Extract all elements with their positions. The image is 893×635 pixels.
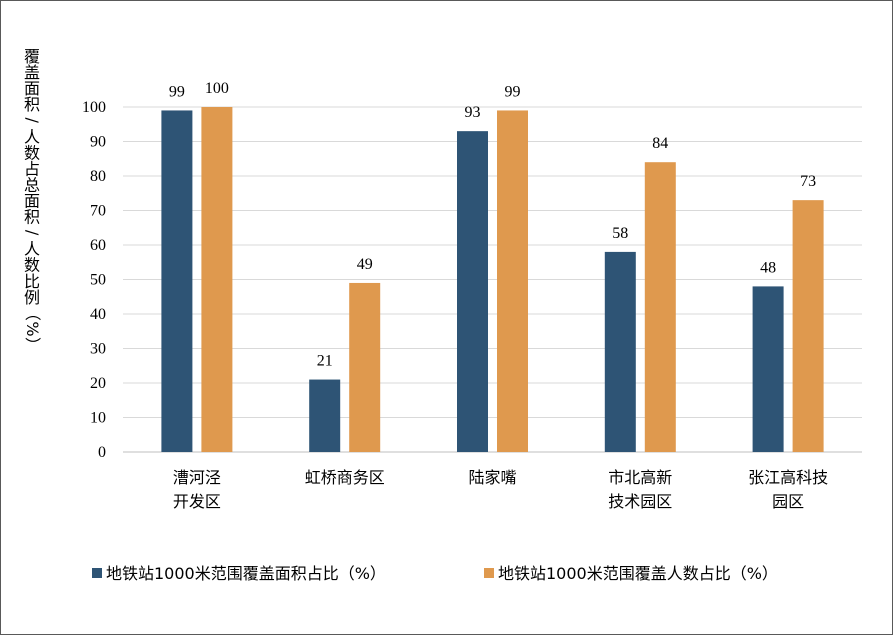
y-tick-label: 80 <box>90 168 106 185</box>
data-label: 93 <box>465 104 481 121</box>
y-tick-label: 90 <box>90 134 106 151</box>
data-label: 48 <box>760 259 776 276</box>
x-category-label: 技术园区 <box>608 492 672 511</box>
bar <box>457 131 488 452</box>
data-label: 58 <box>612 225 628 242</box>
y-tick-label: 0 <box>98 444 106 461</box>
y-tick-label: 70 <box>90 203 106 220</box>
y-tick-label: 20 <box>90 375 106 392</box>
data-label: 99 <box>505 83 521 100</box>
x-category-label: 市北高新 <box>608 468 672 487</box>
y-axis-label-glyph: / <box>23 230 42 236</box>
x-category-label: 漕河泾 <box>173 468 221 487</box>
y-axis-label-glyph: 面 <box>24 79 40 98</box>
data-label: 49 <box>357 256 373 273</box>
y-axis-label-glyph: 积 <box>24 95 40 114</box>
data-label: 84 <box>652 135 668 152</box>
y-axis-label-glyph: 数 <box>24 143 40 162</box>
legend-label: 地铁站1000米范围覆盖人数占比（%） <box>498 564 778 583</box>
y-axis-label-glyph: 占 <box>24 159 40 178</box>
x-category-label: 张江高科技 <box>748 468 828 487</box>
bar <box>201 107 233 452</box>
legend-swatch <box>484 568 494 578</box>
y-tick-label: 50 <box>90 272 106 289</box>
y-axis-label-glyph: % <box>23 321 42 336</box>
bar <box>349 282 381 452</box>
bar <box>644 162 676 452</box>
y-tick-label: 60 <box>90 237 106 254</box>
bar <box>161 110 193 452</box>
y-tick-label: 30 <box>90 341 106 358</box>
y-tick-label: 100 <box>82 99 106 116</box>
x-category-label: 陆家嘴 <box>468 468 516 487</box>
y-tick-label: 10 <box>90 410 106 427</box>
legend-label: 地铁站1000米范围覆盖面积占比（%） <box>106 564 386 583</box>
data-label: 100 <box>205 80 229 97</box>
bar <box>792 200 824 452</box>
bar <box>752 286 784 452</box>
x-category-label: 开发区 <box>173 492 221 511</box>
y-axis-label-glyph: 覆 <box>24 47 40 66</box>
bar <box>309 379 341 452</box>
x-category-label: 园区 <box>772 492 804 511</box>
data-label: 73 <box>800 173 816 190</box>
bar <box>604 251 636 452</box>
y-axis-label-glyph: ） <box>23 337 42 353</box>
legend-swatch <box>92 568 102 578</box>
y-axis-label-glyph: 总 <box>24 175 40 194</box>
y-axis-label-glyph: 人 <box>24 127 40 146</box>
y-axis-label-glyph: 盖 <box>24 63 40 82</box>
x-category-label: 虹桥商务区 <box>305 468 385 487</box>
y-axis-label-glyph: 数 <box>24 256 40 275</box>
y-axis-label-glyph: （ <box>23 305 42 321</box>
y-axis-label-glyph: 人 <box>24 240 40 259</box>
y-axis-label-glyph: 积 <box>24 208 40 227</box>
y-tick-label: 40 <box>90 306 106 323</box>
data-label: 21 <box>317 353 333 370</box>
y-axis-label-glyph: 例 <box>24 288 40 307</box>
y-axis-label-glyph: 比 <box>24 272 40 291</box>
y-axis-label-glyph: / <box>23 118 42 124</box>
y-axis-label-glyph: 面 <box>24 192 40 211</box>
bar <box>497 110 528 452</box>
data-label: 99 <box>169 83 185 100</box>
